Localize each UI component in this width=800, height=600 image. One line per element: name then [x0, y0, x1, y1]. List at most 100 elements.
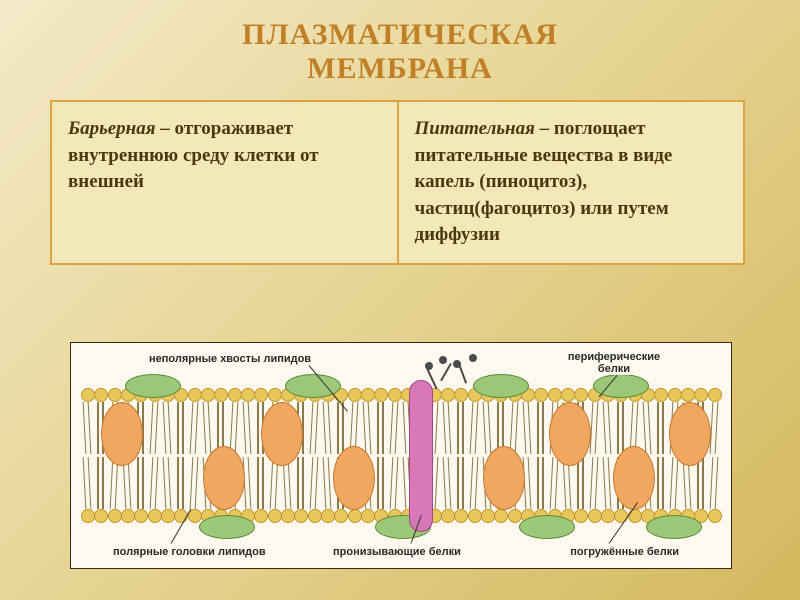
lipid-tail [323, 402, 327, 454]
lipid-tail [657, 457, 658, 509]
lipid-head [321, 509, 335, 523]
embedded-protein [483, 446, 525, 510]
lipid-head [348, 509, 362, 523]
label-tails: неполярные хвосты липидов [147, 353, 313, 365]
lipid-tail [669, 457, 673, 509]
lipid-tail [462, 402, 463, 454]
lipid-tail [194, 402, 198, 454]
lipid-tail [617, 402, 618, 454]
lipid-tail [389, 402, 393, 454]
lipid-head [281, 509, 295, 523]
lipid-head [601, 509, 615, 523]
lipid-tail [83, 402, 87, 454]
peripheral-protein [125, 374, 181, 398]
lipid-tail [137, 457, 138, 509]
lipid-head [188, 388, 202, 402]
lipid-tail [443, 402, 447, 454]
lipid-head [268, 509, 282, 523]
lipid-tail [154, 457, 158, 509]
lipid-head [214, 388, 228, 402]
lipid-tail [102, 457, 103, 509]
lipid-tail [457, 457, 458, 509]
lipid-tail [523, 402, 527, 454]
lipid-head [548, 388, 562, 402]
lipid-tail [542, 402, 543, 454]
lipid-tail [697, 457, 698, 509]
slide-title: ПЛАЗМАТИЧЕСКАЯ МЕМБРАНА [0, 18, 800, 86]
lipid-head [201, 388, 215, 402]
membrane-diagram: неполярные хвосты липидов периферические… [70, 342, 732, 569]
lipid-tail [549, 457, 553, 509]
lipid-tail [603, 402, 607, 454]
lipid-tail [262, 457, 263, 509]
lipid-tail [528, 457, 532, 509]
lipid-head [681, 388, 695, 402]
lipid-tail [537, 457, 538, 509]
lipid-head [134, 509, 148, 523]
lipid-head [94, 388, 108, 402]
embedded-protein [669, 402, 711, 466]
cell-nutritive: Питательная – поглощает питательные веще… [398, 101, 745, 264]
lipid-head [268, 388, 282, 402]
lipid-tail [163, 402, 167, 454]
lipid-head [334, 509, 348, 523]
lipid-tail [288, 457, 292, 509]
lipid-tail [662, 457, 663, 509]
lipid-tail [403, 457, 407, 509]
lipid-head [388, 388, 402, 402]
lipid-head [121, 509, 135, 523]
title-line1: ПЛАЗМАТИЧЕСКАЯ [0, 18, 800, 52]
peripheral-protein [199, 515, 255, 539]
embedded-protein [203, 446, 245, 510]
lipid-tail [608, 402, 612, 454]
lipid-head [494, 509, 508, 523]
lipid-tail [203, 402, 207, 454]
lipid-tail [608, 457, 612, 509]
lipid-tail [702, 457, 703, 509]
lipid-tail [394, 402, 398, 454]
lipid-tail [97, 402, 98, 454]
lipid-tail [474, 457, 478, 509]
lipid-tail [314, 457, 318, 509]
lipid-head [561, 388, 575, 402]
lipid-tail [394, 457, 398, 509]
lipid-tail [509, 402, 513, 454]
lipid-tail [323, 457, 327, 509]
lipid-head [654, 388, 668, 402]
cell-barrier: Барьерная – отгораживает внутреннюю сред… [51, 101, 398, 264]
lipid-tail [462, 457, 463, 509]
lipid-tail [109, 457, 113, 509]
lipid-tail [309, 402, 313, 454]
lipid-tail [648, 402, 652, 454]
lipid-tail [709, 457, 713, 509]
term-barrier: Барьерная [68, 118, 156, 139]
lipid-head [441, 388, 455, 402]
lipid-tail [589, 457, 593, 509]
lipid-tail [603, 457, 607, 509]
lipid-tail [469, 402, 473, 454]
lipid-tail [142, 457, 143, 509]
lipid-tail [342, 402, 343, 454]
lipid-tail [128, 457, 132, 509]
lipid-tail [229, 402, 233, 454]
lipid-head [441, 509, 455, 523]
lipid-tail [309, 457, 313, 509]
lipid-tails-top [81, 402, 721, 454]
lipid-head [161, 509, 175, 523]
lipid-head [694, 388, 708, 402]
lipid-tail [537, 402, 538, 454]
lipid-head [108, 388, 122, 402]
lipid-tail [714, 457, 718, 509]
lipid-tail [714, 402, 718, 454]
function-table: Барьерная – отгораживает внутреннюю сред… [50, 100, 745, 265]
lipid-head [588, 509, 602, 523]
lipid-tail [457, 402, 458, 454]
lipid-tail [168, 457, 172, 509]
lipid-tail [234, 402, 238, 454]
lipid-tail [674, 457, 678, 509]
lipid-tail [177, 402, 178, 454]
lipid-tail [448, 457, 452, 509]
lipid-tail [622, 402, 623, 454]
lipid-tail [582, 457, 583, 509]
slide: ПЛАЗМАТИЧЕСКАЯ МЕМБРАНА Барьерная – отго… [0, 0, 800, 600]
